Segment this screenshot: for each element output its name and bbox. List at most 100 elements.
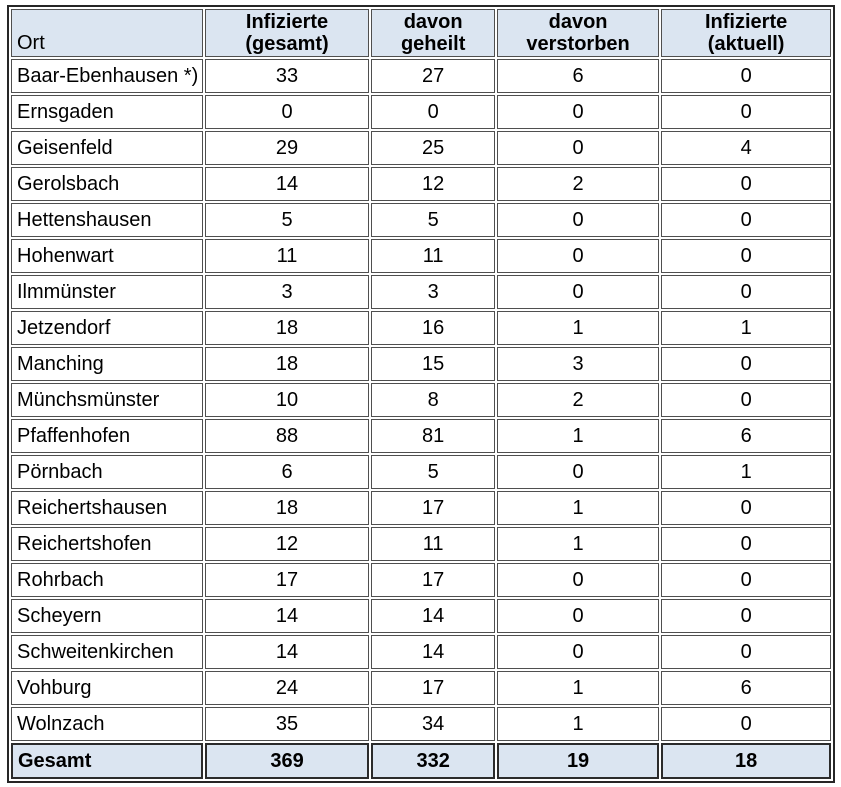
recovered-cell: 81 (371, 419, 495, 453)
recovered-cell: 15 (371, 347, 495, 381)
infected-current-cell: 0 (661, 383, 831, 417)
place-name-cell: Vohburg (11, 671, 203, 705)
deceased-cell: 2 (496, 167, 660, 201)
deceased-cell: 0 (496, 131, 660, 165)
table-row: Pfaffenhofen 88 81 1 6 (11, 419, 831, 453)
recovered-cell: 14 (371, 599, 495, 633)
deceased-cell: 2 (496, 383, 660, 417)
recovered-cell: 0 (371, 95, 495, 129)
deceased-cell: 0 (496, 239, 660, 273)
infected-total-cell: 33 (204, 59, 370, 93)
covid-statistics-table: Ort Infizierte (gesamt) davon geheilt da… (7, 5, 835, 783)
table-row: Ernsgaden 0 0 0 0 (11, 95, 831, 129)
deceased-cell: 0 (496, 635, 660, 669)
table-row: Geisenfeld 29 25 0 4 (11, 131, 831, 165)
table-row: Schweitenkirchen 14 14 0 0 (11, 635, 831, 669)
recovered-cell: 11 (371, 527, 495, 561)
recovered-cell: 17 (371, 491, 495, 525)
deceased-cell: 0 (496, 455, 660, 489)
place-name-cell: Pfaffenhofen (11, 419, 203, 453)
recovered-cell: 8 (371, 383, 495, 417)
column-header-infizierte-aktuell: Infizierte (aktuell) (661, 9, 831, 57)
infected-total-cell: 35 (204, 707, 370, 741)
infected-total-cell: 11 (204, 239, 370, 273)
infected-current-cell: 1 (661, 311, 831, 345)
recovered-cell: 25 (371, 131, 495, 165)
infected-current-cell: 0 (661, 635, 831, 669)
infected-total-cell: 10 (204, 383, 370, 417)
infected-current-cell: 0 (661, 167, 831, 201)
infected-total-cell: 14 (204, 635, 370, 669)
deceased-cell: 0 (496, 203, 660, 237)
infected-total-cell: 18 (204, 491, 370, 525)
place-name-cell: Jetzendorf (11, 311, 203, 345)
recovered-cell: 3 (371, 275, 495, 309)
totals-label-cell: Gesamt (11, 743, 203, 779)
infected-current-cell: 0 (661, 599, 831, 633)
infected-current-cell: 0 (661, 95, 831, 129)
infected-total-cell: 18 (204, 311, 370, 345)
infected-total-cell: 0 (204, 95, 370, 129)
recovered-cell: 17 (371, 671, 495, 705)
place-name-cell: Scheyern (11, 599, 203, 633)
deceased-cell: 0 (496, 599, 660, 633)
recovered-cell: 12 (371, 167, 495, 201)
column-header-davon-geheilt: davon geheilt (371, 9, 495, 57)
totals-infected-current-cell: 18 (661, 743, 831, 779)
place-name-cell: Manching (11, 347, 203, 381)
infected-current-cell: 1 (661, 455, 831, 489)
infected-current-cell: 0 (661, 275, 831, 309)
infected-current-cell: 0 (661, 59, 831, 93)
table-row: Hettenshausen 5 5 0 0 (11, 203, 831, 237)
deceased-cell: 1 (496, 311, 660, 345)
place-name-cell: Ilmmünster (11, 275, 203, 309)
recovered-cell: 5 (371, 203, 495, 237)
table-row: Pörnbach 6 5 0 1 (11, 455, 831, 489)
table-row: Jetzendorf 18 16 1 1 (11, 311, 831, 345)
place-name-cell: Wolnzach (11, 707, 203, 741)
infected-current-cell: 6 (661, 419, 831, 453)
infected-total-cell: 5 (204, 203, 370, 237)
deceased-cell: 0 (496, 563, 660, 597)
infected-total-cell: 6 (204, 455, 370, 489)
infected-current-cell: 0 (661, 491, 831, 525)
deceased-cell: 6 (496, 59, 660, 93)
table-row: Wolnzach 35 34 1 0 (11, 707, 831, 741)
infected-total-cell: 29 (204, 131, 370, 165)
infected-total-cell: 14 (204, 599, 370, 633)
table-row: Manching 18 15 3 0 (11, 347, 831, 381)
column-header-davon-verstorben: davon verstorben (496, 9, 660, 57)
deceased-cell: 1 (496, 419, 660, 453)
table-header: Ort Infizierte (gesamt) davon geheilt da… (11, 9, 831, 57)
infected-current-cell: 0 (661, 563, 831, 597)
recovered-cell: 5 (371, 455, 495, 489)
totals-infected-total-cell: 369 (204, 743, 370, 779)
recovered-cell: 27 (371, 59, 495, 93)
deceased-cell: 1 (496, 671, 660, 705)
place-name-cell: Münchsmünster (11, 383, 203, 417)
place-name-cell: Hettenshausen (11, 203, 203, 237)
table-row: Gerolsbach 14 12 2 0 (11, 167, 831, 201)
place-name-cell: Rohrbach (11, 563, 203, 597)
deceased-cell: 3 (496, 347, 660, 381)
totals-deceased-cell: 19 (496, 743, 660, 779)
infected-total-cell: 3 (204, 275, 370, 309)
place-name-cell: Baar-Ebenhausen *) (11, 59, 203, 93)
recovered-cell: 16 (371, 311, 495, 345)
column-header-infizierte-gesamt: Infizierte (gesamt) (204, 9, 370, 57)
infected-current-cell: 6 (661, 671, 831, 705)
infected-total-cell: 88 (204, 419, 370, 453)
infected-total-cell: 18 (204, 347, 370, 381)
table-row: Baar-Ebenhausen *) 33 27 6 0 (11, 59, 831, 93)
infected-current-cell: 4 (661, 131, 831, 165)
infected-total-cell: 17 (204, 563, 370, 597)
recovered-cell: 11 (371, 239, 495, 273)
recovered-cell: 17 (371, 563, 495, 597)
table-row: Vohburg 24 17 1 6 (11, 671, 831, 705)
infected-total-cell: 12 (204, 527, 370, 561)
place-name-cell: Reichertshofen (11, 527, 203, 561)
place-name-cell: Gerolsbach (11, 167, 203, 201)
table-row: Reichertshausen 18 17 1 0 (11, 491, 831, 525)
header-row: Ort Infizierte (gesamt) davon geheilt da… (11, 9, 831, 57)
table-row: Ilmmünster 3 3 0 0 (11, 275, 831, 309)
